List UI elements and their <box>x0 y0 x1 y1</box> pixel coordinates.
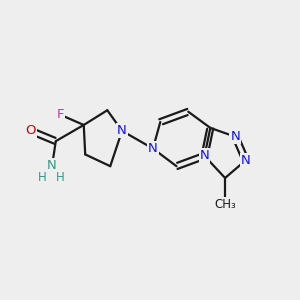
Text: N: N <box>46 159 56 172</box>
Text: N: N <box>117 124 127 137</box>
Text: H: H <box>38 171 47 184</box>
Text: N: N <box>148 142 158 155</box>
Text: H: H <box>56 171 64 184</box>
Text: N: N <box>241 154 250 167</box>
Text: N: N <box>230 130 240 143</box>
Text: N: N <box>200 149 209 162</box>
Text: F: F <box>56 108 64 121</box>
Text: CH₃: CH₃ <box>214 198 236 211</box>
Text: O: O <box>26 124 36 137</box>
